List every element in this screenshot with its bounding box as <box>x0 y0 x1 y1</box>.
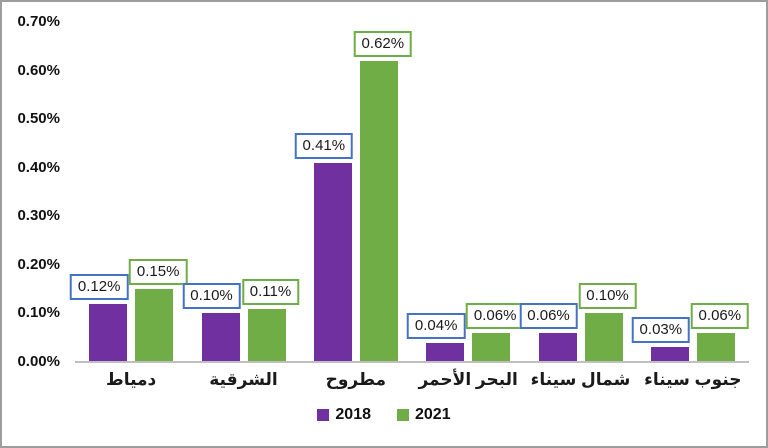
data-label-2018-1: 0.10% <box>182 283 241 310</box>
bar-2021-5 <box>696 332 735 361</box>
data-label-2018-3: 0.04% <box>406 312 466 339</box>
legend-item-2021: 2021 <box>397 406 451 424</box>
y-tick-label: 0.10% <box>17 304 60 322</box>
data-label-2021-3: 0.06% <box>465 302 525 329</box>
legend-swatch-2018-icon <box>317 409 330 421</box>
data-label-2021-4: 0.10% <box>578 283 637 310</box>
y-tick-label: 0.20% <box>17 255 60 273</box>
data-label-2018-0: 0.12% <box>69 273 129 300</box>
bar-2021-0 <box>135 289 174 361</box>
x-tick-label-4: شمال سيناء <box>530 370 631 389</box>
data-label-2021-2: 0.62% <box>353 30 413 57</box>
x-tick-label-0: دمياط <box>106 370 157 389</box>
bar-2018-1 <box>201 313 240 361</box>
bar-2021-3 <box>472 332 511 361</box>
y-tick-label: 0.50% <box>17 110 60 128</box>
y-tick-label: 0.70% <box>17 13 60 30</box>
x-tick-label-5: جنوب سيناء <box>644 370 742 389</box>
legend-swatch-2021-icon <box>397 409 409 421</box>
bar-2021-1 <box>247 308 286 361</box>
bar-2021-2 <box>359 60 398 361</box>
y-tick-label: 0.30% <box>17 207 60 225</box>
bar-2018-3 <box>426 342 465 361</box>
y-tick-label: 0.60% <box>17 61 60 79</box>
x-tick-label-1: الشرقية <box>209 370 278 389</box>
x-tick-label-2: مطروح <box>325 370 387 389</box>
bar-2021-4 <box>584 313 623 361</box>
x-tick-label-3: البحر الأحمر <box>418 370 518 389</box>
y-tick-label: 0.40% <box>17 158 60 176</box>
bar-2018-4 <box>538 332 577 361</box>
legend-label-2018: 2018 <box>335 406 371 423</box>
x-axis-line <box>75 361 749 363</box>
legend-label-2021: 2021 <box>415 406 451 423</box>
data-label-2018-4: 0.06% <box>519 302 578 329</box>
legend: 2018 2021 <box>2 406 766 424</box>
bar-2018-5 <box>650 347 689 361</box>
bar-2018-0 <box>89 303 128 361</box>
data-label-2021-0: 0.15% <box>128 259 188 286</box>
data-label-2018-5: 0.03% <box>631 317 691 344</box>
data-label-2021-5: 0.06% <box>690 302 750 329</box>
y-tick-label: 0.00% <box>17 353 60 370</box>
data-label-2021-1: 0.11% <box>241 278 300 305</box>
data-label-2018-2: 0.41% <box>294 132 354 159</box>
bar-2018-2 <box>313 162 352 361</box>
legend-item-2018: 2018 <box>317 406 371 424</box>
